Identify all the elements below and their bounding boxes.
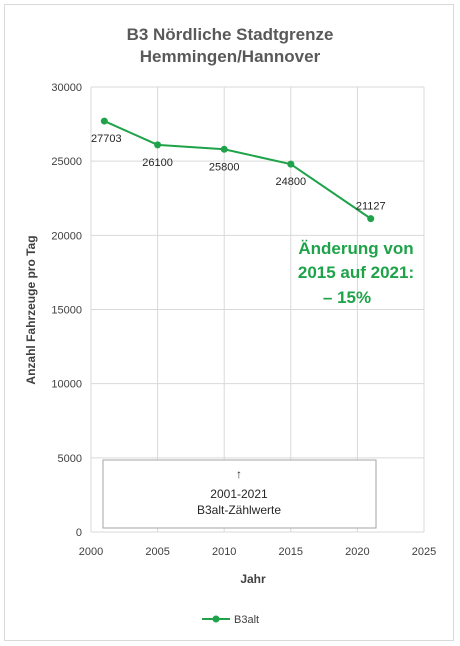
y-tick-label: 5000	[58, 453, 82, 465]
y-tick-label: 15000	[51, 305, 82, 317]
legend-marker-b3alt	[212, 615, 220, 623]
y-tick-label: 0	[76, 527, 82, 539]
grid-lines	[90, 86, 425, 533]
x-tick-label: 2015	[279, 546, 303, 558]
x-tick-label: 2025	[412, 546, 436, 558]
legend-label-b3alt: B3alt	[234, 614, 259, 626]
annotation-line-3: – 15%	[323, 288, 371, 307]
annotation-line-1: Änderung von	[298, 239, 413, 258]
y-tick-labels: 0 5000 10000 15000 20000 25000 30000	[51, 82, 82, 539]
x-tick-label: 2005	[145, 546, 169, 558]
data-point	[220, 145, 228, 153]
note-box-frame	[102, 459, 377, 529]
y-axis-label: Anzahl Fahrzeuge pro Tag	[24, 235, 38, 384]
data-point	[287, 160, 295, 168]
x-tick-label: 2020	[345, 546, 369, 558]
note-box: ↑ 2001-2021 B3alt-Zählwerte	[102, 459, 377, 529]
data-point	[154, 141, 162, 149]
data-point	[100, 117, 108, 125]
annotation-line-2: 2015 auf 2021:	[298, 263, 414, 282]
x-tick-label: 2000	[79, 546, 103, 558]
data-label: 27703	[91, 133, 122, 145]
y-tick-label: 30000	[51, 82, 82, 94]
chart-title-line-2: Hemmingen/Hannover	[140, 47, 321, 66]
change-annotation: Änderung von 2015 auf 2021: – 15%	[298, 239, 414, 307]
y-tick-label: 20000	[51, 230, 82, 242]
data-label: 24800	[276, 176, 307, 188]
series-b3alt: 27703 26100 25800 24800 21127	[91, 117, 386, 223]
note-box-line-2: B3alt-Zählwerte	[197, 503, 281, 517]
x-tick-labels: 2000 2005 2010 2015 2020 2025	[79, 546, 436, 558]
note-box-arrow: ↑	[236, 467, 242, 481]
data-point	[367, 215, 375, 223]
legend: B3alt	[202, 614, 259, 626]
y-tick-label: 25000	[51, 156, 82, 168]
x-axis-label: Jahr	[240, 572, 266, 586]
chart-title-line-1: B3 Nördliche Stadtgrenze	[127, 25, 334, 44]
chart-frame	[4, 4, 454, 641]
data-label: 26100	[142, 157, 173, 169]
data-label: 25800	[209, 161, 240, 173]
note-box-line-1: 2001-2021	[210, 487, 268, 501]
y-tick-label: 10000	[51, 379, 82, 391]
x-tick-label: 2010	[212, 546, 236, 558]
data-label: 21127	[356, 201, 386, 213]
